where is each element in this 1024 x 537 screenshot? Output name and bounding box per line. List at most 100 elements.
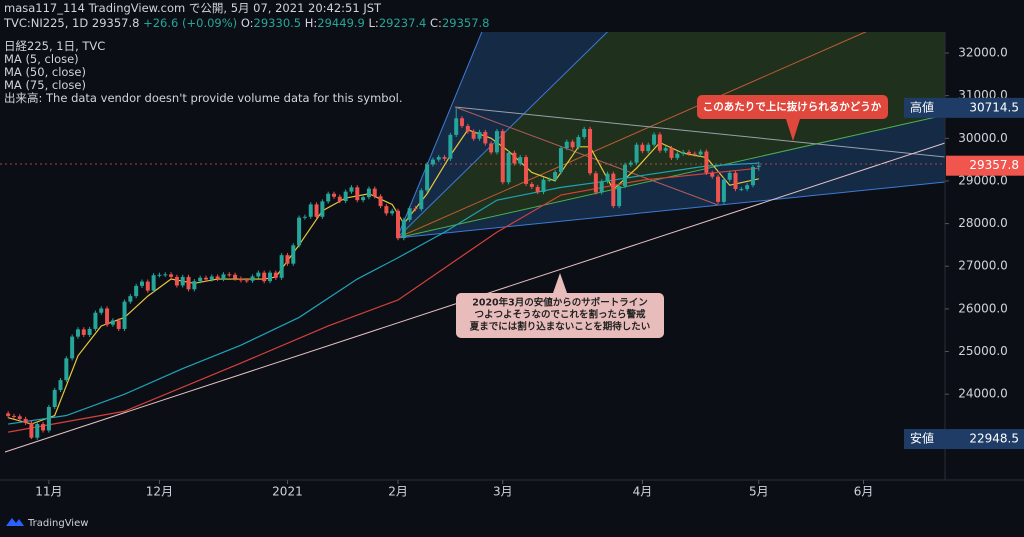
candle-body — [116, 320, 121, 329]
candle-body — [669, 148, 674, 158]
candle-body — [471, 131, 476, 139]
candle-body — [518, 157, 523, 164]
candle-body — [128, 296, 133, 302]
quote: TVC:NI225, 1D 29357.8 +26.6 (+0.09%) O:2… — [4, 16, 1024, 30]
candle-body — [681, 151, 686, 154]
candle-body — [593, 173, 598, 193]
candle-body — [122, 301, 127, 329]
y-tick-label: 29000.0 — [958, 173, 1008, 187]
candle-body — [524, 157, 529, 184]
candle-body — [756, 165, 761, 167]
candle-body — [646, 144, 651, 152]
callout-pointer — [786, 119, 800, 141]
candle-body — [221, 274, 226, 280]
candle-body — [407, 208, 412, 220]
candle-body — [390, 210, 395, 214]
candle-body — [622, 164, 627, 187]
x-tick-label: 2月 — [388, 485, 408, 499]
candle-body — [733, 172, 738, 190]
price-label-value: 30714.5 — [969, 100, 1019, 114]
candle-body — [436, 157, 441, 160]
fan-zone — [397, 0, 945, 238]
candle-body — [605, 173, 610, 182]
label: C: — [430, 16, 442, 30]
last-label: 29357.8 — [946, 155, 1024, 176]
candle-body — [727, 172, 732, 180]
candle-body — [366, 188, 371, 198]
candle-body — [553, 171, 558, 180]
price-label-box — [946, 155, 1024, 176]
low: 29237.4 — [378, 16, 427, 30]
branding: TradingView — [27, 518, 88, 529]
y-tick-label: 32000.0 — [958, 46, 1008, 60]
candle-body — [489, 143, 494, 153]
callout — [456, 293, 664, 338]
candle-body — [157, 274, 162, 276]
candle-body — [273, 272, 278, 278]
label: H: — [304, 16, 318, 30]
candle-body — [262, 272, 267, 282]
candle-body — [355, 187, 360, 201]
candle-body — [29, 422, 34, 438]
candle-body — [203, 277, 208, 280]
fan-line — [396, 0, 641, 239]
candle-body — [558, 148, 563, 172]
candle-body — [314, 204, 319, 217]
callout-pointer — [553, 273, 567, 293]
candle-body — [652, 134, 657, 145]
candle-body — [308, 204, 313, 217]
candle-body — [425, 164, 430, 191]
y-tick-label: 26000.0 — [958, 301, 1008, 315]
candle-body — [291, 245, 296, 264]
publisher: masa117_114 TradingView.com で公開, 5月 07, … — [4, 1, 382, 15]
candle-body — [750, 166, 755, 186]
candle-body — [692, 153, 697, 155]
candle-body — [192, 281, 197, 290]
candle-body — [547, 179, 552, 181]
x-tick-label: 6月 — [854, 485, 874, 499]
high: 29449.9 — [317, 16, 365, 30]
candle-body — [320, 201, 325, 217]
candle-body — [477, 131, 482, 139]
candle-body — [454, 118, 459, 135]
callout-text: つよつよそうなのでこれを割ったら警戒 — [474, 309, 646, 321]
candle-body — [174, 276, 179, 286]
fan-line — [396, 114, 946, 239]
candle-body — [163, 274, 168, 276]
candle-body — [704, 151, 709, 173]
legend: 日経225, 1日, TVC MA (5, close) MA (50, clo… — [4, 40, 403, 105]
legend-title: 日経225, 1日, TVC — [4, 39, 106, 53]
candle-body — [285, 255, 290, 264]
candle-body — [349, 187, 354, 192]
candle-body — [745, 185, 750, 190]
last: 29357.8 — [91, 16, 140, 30]
callout-text: 2020年3月の安値からのサポートライン — [472, 297, 648, 309]
candle-body — [396, 210, 401, 239]
candle-body — [494, 131, 499, 153]
fan-line — [396, 181, 946, 239]
candle-body — [169, 274, 174, 277]
candle-body — [134, 285, 139, 297]
candle-body — [244, 280, 249, 282]
y-tick-label: 28000.0 — [958, 216, 1008, 230]
candle-body — [11, 415, 16, 417]
candle-body — [87, 328, 92, 335]
candle-body — [582, 128, 587, 138]
candle-body — [99, 308, 104, 313]
candle-body — [657, 134, 662, 151]
candle-body — [17, 416, 22, 419]
candle-body — [6, 413, 11, 416]
candle-body — [465, 125, 470, 132]
x-tick-label: 3月 — [493, 485, 513, 499]
candle-body — [628, 162, 633, 165]
candle-body — [64, 358, 69, 381]
candle-body — [297, 217, 302, 246]
candle-body — [372, 188, 377, 197]
candle-body — [279, 255, 284, 278]
x-tick-label: 2021 — [272, 485, 303, 499]
candle-body — [564, 141, 569, 149]
candle-body — [337, 196, 342, 201]
candle-body — [710, 172, 715, 177]
